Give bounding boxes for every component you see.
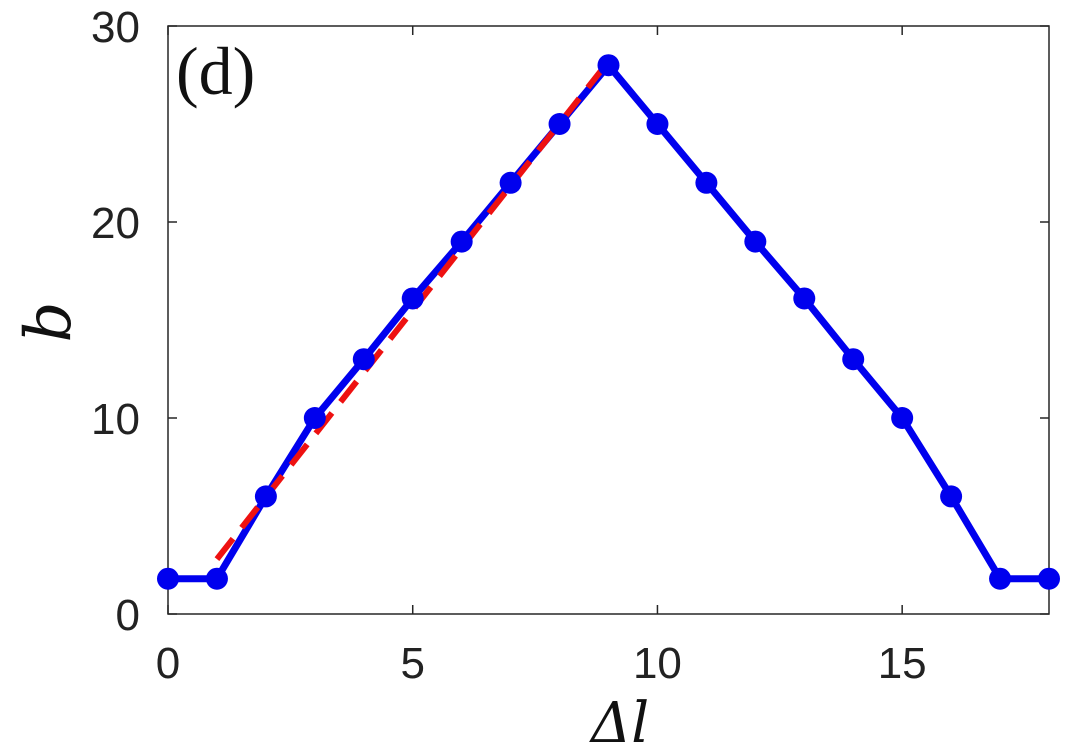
panel-label: (d) [176,33,255,109]
blue-series-point [254,485,277,508]
y-tick-label: 30 [91,3,140,52]
blue-series-point [940,485,963,508]
y-tick-label: 0 [116,591,140,640]
blue-series-point [157,567,179,590]
red-fit-line [214,59,611,561]
axis-tick-labels: 0 5 10 15 0 10 20 30 [91,3,927,688]
blue-series-point [303,407,326,429]
x-axis-title: Δl [589,691,649,756]
blue-series-point [205,567,228,590]
x-tick-label: 15 [878,639,927,688]
blue-series-point [597,54,620,77]
blue-series-point [450,230,473,253]
blue-series-point [793,287,816,310]
blue-series-point [1038,567,1060,590]
blue-series-point [695,171,718,194]
axis-ticks [167,25,1049,615]
plot-frame [167,25,1050,615]
x-tick-label: 10 [633,639,682,688]
y-axis-title: b [12,302,86,343]
blue-series-point [646,113,669,135]
blue-series-point [352,348,375,371]
blue-series-point [401,287,424,310]
blue-series-line [168,61,1049,583]
data-series [157,54,1060,590]
blue-series-point [989,567,1012,590]
blue-series-point [891,407,914,429]
y-tick-label: 20 [91,199,140,248]
blue-series-point [744,230,767,253]
blue-series-point [499,171,522,194]
x-tick-label: 5 [400,639,424,688]
blue-series-point [842,348,865,371]
blue-series-point [548,113,571,135]
x-tick-label: 0 [156,639,180,688]
y-tick-label: 10 [91,395,140,444]
